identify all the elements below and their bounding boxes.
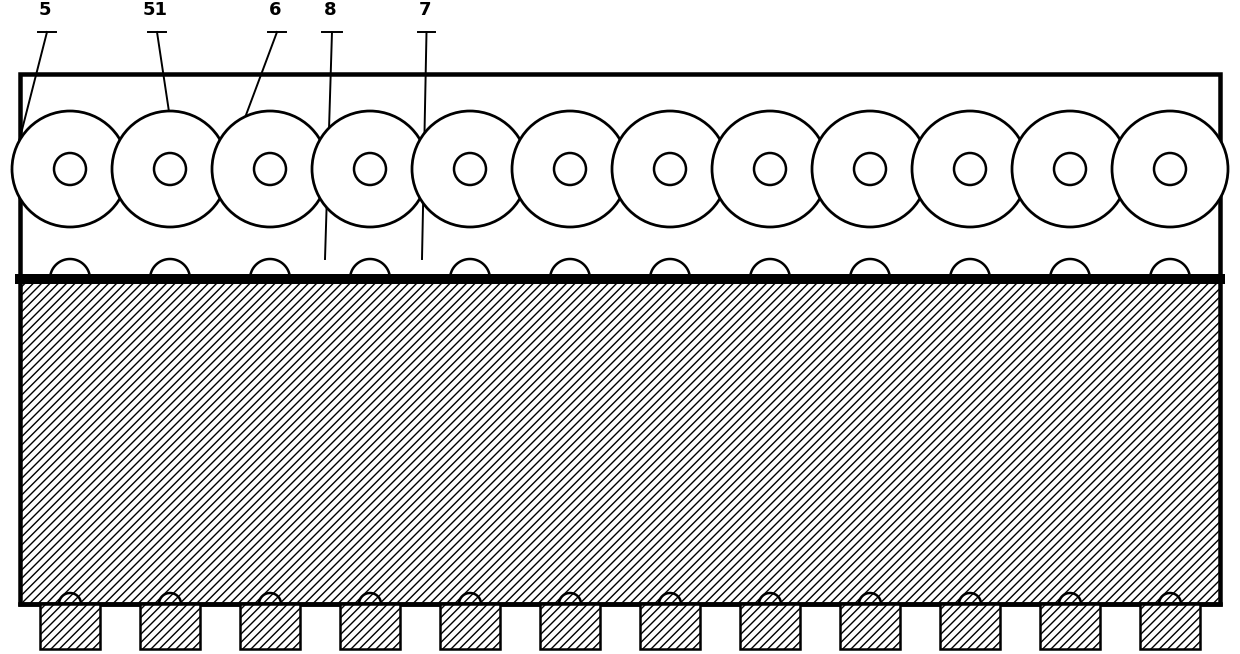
Bar xyxy=(1140,604,1200,649)
Bar xyxy=(340,604,401,649)
Bar xyxy=(940,604,999,649)
Text: 7: 7 xyxy=(419,1,432,19)
Circle shape xyxy=(154,153,186,185)
Circle shape xyxy=(55,153,86,185)
Circle shape xyxy=(613,111,728,227)
Bar xyxy=(440,604,500,649)
Circle shape xyxy=(353,153,386,185)
Bar xyxy=(40,604,100,649)
Text: 8: 8 xyxy=(324,1,336,19)
Circle shape xyxy=(712,111,828,227)
Text: 5: 5 xyxy=(38,1,51,19)
Bar xyxy=(1040,604,1100,649)
Circle shape xyxy=(554,153,587,185)
Circle shape xyxy=(812,111,928,227)
Circle shape xyxy=(1154,153,1185,185)
Circle shape xyxy=(254,153,286,185)
Circle shape xyxy=(512,111,627,227)
Circle shape xyxy=(112,111,228,227)
Bar xyxy=(740,604,800,649)
Circle shape xyxy=(212,111,329,227)
Text: 6: 6 xyxy=(269,1,281,19)
Bar xyxy=(241,604,300,649)
Circle shape xyxy=(1012,111,1128,227)
Circle shape xyxy=(653,153,686,185)
Bar xyxy=(20,279,1220,604)
Text: 51: 51 xyxy=(143,1,167,19)
Bar xyxy=(640,604,701,649)
Circle shape xyxy=(412,111,528,227)
Circle shape xyxy=(454,153,486,185)
Bar xyxy=(539,604,600,649)
Circle shape xyxy=(911,111,1028,227)
Circle shape xyxy=(854,153,887,185)
Circle shape xyxy=(754,153,786,185)
Bar xyxy=(140,604,200,649)
Circle shape xyxy=(1112,111,1228,227)
Bar xyxy=(20,74,1220,279)
Circle shape xyxy=(12,111,128,227)
Circle shape xyxy=(1054,153,1086,185)
Circle shape xyxy=(954,153,986,185)
Bar xyxy=(839,604,900,649)
Circle shape xyxy=(312,111,428,227)
